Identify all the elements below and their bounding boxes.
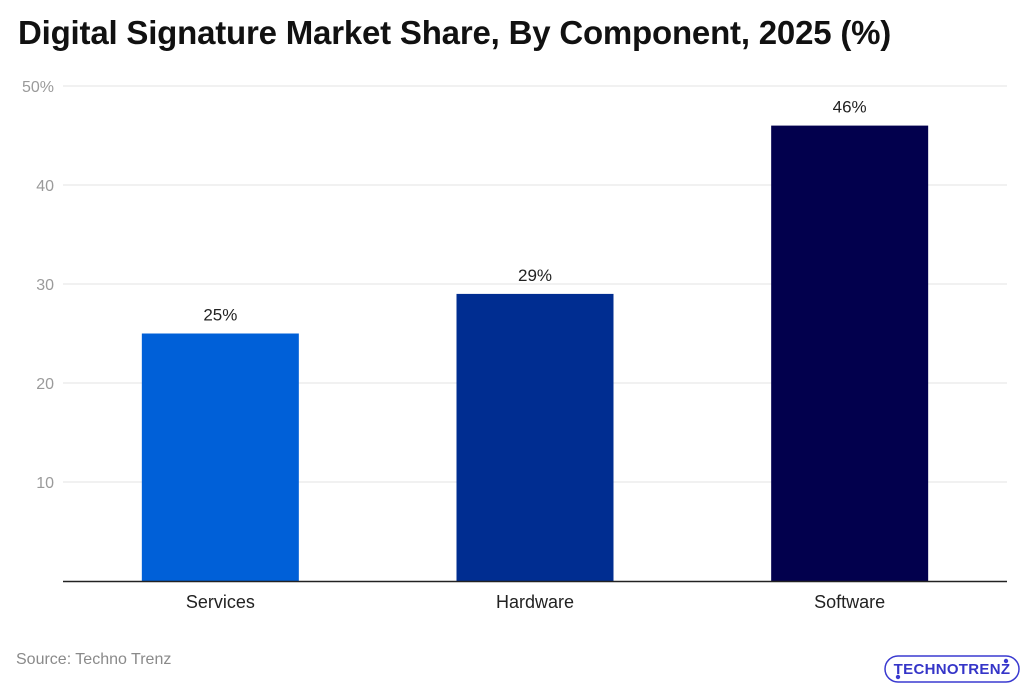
bar-software bbox=[771, 125, 929, 581]
y-tick-label: 10 bbox=[36, 475, 54, 492]
source-note: Source: Techno Trenz bbox=[16, 651, 172, 668]
y-axis-ticks: 10 20 30 40 50% bbox=[22, 79, 54, 492]
bar-services bbox=[141, 333, 299, 581]
technotrenz-logo: TECHNOTRENZ bbox=[884, 655, 1020, 683]
logo-text: TECHNOTRENZ bbox=[894, 661, 1011, 678]
x-tick-label: Hardware bbox=[496, 592, 574, 612]
y-tick-label: 20 bbox=[36, 376, 54, 393]
chart-title: Digital Signature Market Share, By Compo… bbox=[18, 14, 892, 51]
y-tick-label: 40 bbox=[36, 178, 54, 195]
data-label: 46% bbox=[833, 98, 867, 117]
bar-hardware bbox=[456, 293, 614, 581]
data-labels: 25% 29% 46% bbox=[203, 98, 866, 325]
x-tick-label: Software bbox=[814, 592, 885, 612]
data-label: 25% bbox=[203, 306, 237, 325]
x-tick-label: Services bbox=[186, 592, 255, 612]
y-tick-label: 50% bbox=[22, 79, 54, 96]
bars bbox=[141, 125, 929, 581]
x-axis-ticks: Services Hardware Software bbox=[186, 592, 885, 612]
y-tick-label: 30 bbox=[36, 277, 54, 294]
data-label: 29% bbox=[518, 266, 552, 285]
